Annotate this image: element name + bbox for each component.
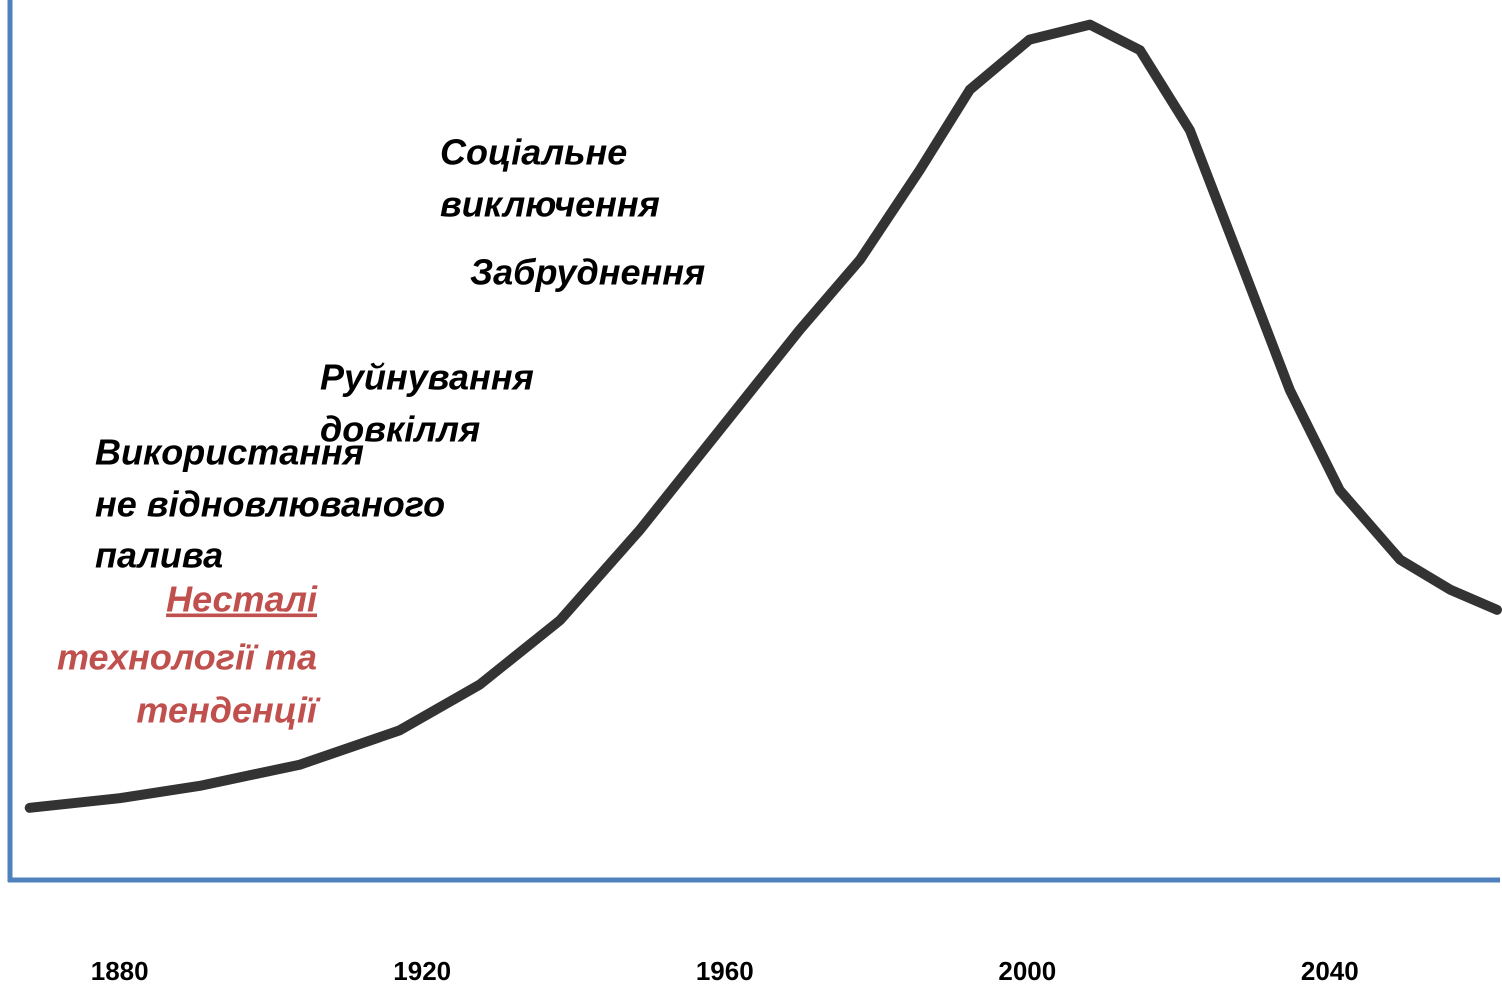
annotation: довкілля <box>320 409 480 450</box>
annotation: Забруднення <box>470 252 705 293</box>
annotation: технології та <box>57 637 317 678</box>
annotation: не відновлюваного <box>95 484 445 525</box>
annotation: Використання <box>95 432 364 473</box>
annotation: Нестaлі <box>166 579 318 620</box>
x-tick-label: 1920 <box>393 956 451 985</box>
x-tick-label: 1960 <box>696 956 754 985</box>
annotation: виключення <box>440 184 660 225</box>
x-tick-label: 1880 <box>91 956 149 985</box>
curve <box>24 19 1502 813</box>
x-tick-label: 2000 <box>998 956 1056 985</box>
annotation: тенденції <box>136 690 321 731</box>
annotation: Соціальне <box>440 132 627 173</box>
x-tick-label: 2040 <box>1301 956 1359 985</box>
annotation: палива <box>95 535 223 576</box>
annotation: Руйнування <box>320 357 534 398</box>
